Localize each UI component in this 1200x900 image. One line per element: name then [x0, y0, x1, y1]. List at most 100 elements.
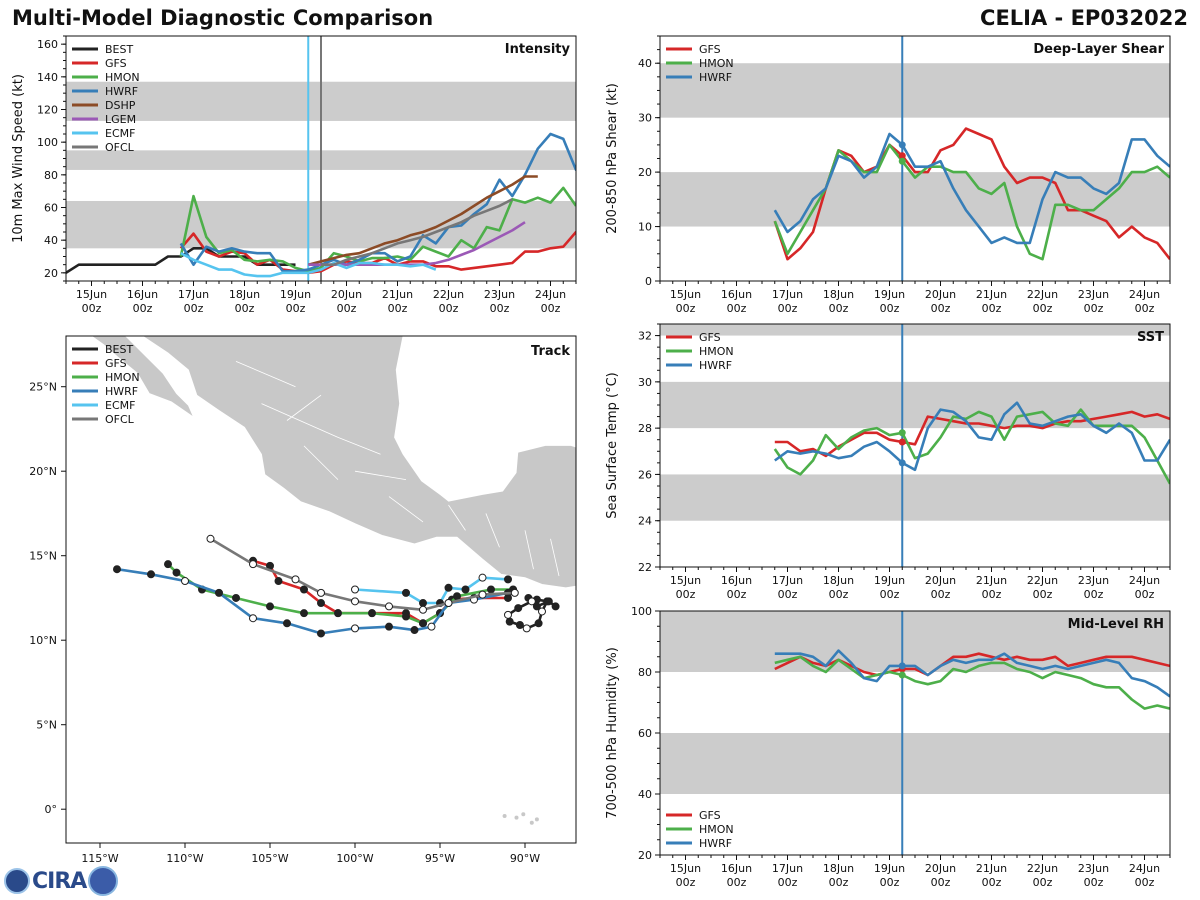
x-tick-day: 19Jun [874, 574, 905, 587]
y-tick-label: 0 [645, 275, 652, 288]
track-point-ecmf [402, 588, 410, 597]
lon-tick-label: 90°W [510, 852, 540, 865]
track-point-ofcl [317, 588, 325, 597]
panel-title: Deep-Layer Shear [1033, 42, 1164, 57]
lon-tick-label: 110°W [166, 852, 203, 865]
x-tick-hour: 00z [931, 588, 951, 601]
cira-logo: CIRA [4, 866, 119, 896]
land-baja [90, 336, 195, 419]
series-ofcl [321, 198, 513, 267]
state-border [388, 496, 424, 523]
legend-label-ecmf: ECMF [105, 127, 135, 140]
legend-label-gfs: GFS [699, 809, 721, 822]
x-tick-day: 17Jun [772, 288, 803, 301]
track-point-hmon [172, 568, 181, 577]
x-tick-day: 15Jun [670, 288, 701, 301]
legend-label-hmon: HMON [105, 371, 140, 384]
panel-title: Track [531, 344, 570, 359]
series-hwrf [773, 132, 1170, 245]
x-tick-hour: 00z [931, 876, 951, 889]
init-marker [898, 459, 906, 467]
x-tick-hour: 00z [1135, 302, 1155, 315]
x-tick-hour: 00z [388, 302, 408, 315]
series-hmon [179, 186, 576, 273]
x-tick-hour: 00z [1084, 302, 1104, 315]
island [529, 820, 534, 825]
panel-track: 115°W 110°W 105°W 100°W 95°W 90°W 0° 5°N 10°N 15°… [29, 335, 577, 865]
state-border [337, 437, 381, 455]
track-point-best [534, 619, 543, 628]
state-border [286, 394, 322, 421]
x-tick-hour: 00z [1135, 588, 1155, 601]
x-tick-hour: 00z [778, 588, 798, 601]
track-hmon [167, 563, 514, 625]
x-tick-day: 17Jun [178, 288, 209, 301]
state-border [261, 403, 339, 438]
init-marker [898, 141, 906, 149]
storm-id: CELIA - EP032022 [980, 6, 1188, 30]
shaded-band [660, 172, 1170, 227]
series-gfs [179, 230, 576, 275]
y-axis-label: 700-500 hPa Humidity (%) [605, 647, 620, 819]
track-point-hmon [402, 612, 410, 621]
x-tick-day: 21Jun [976, 574, 1007, 587]
x-tick-hour: 00z [982, 302, 1002, 315]
series-hmon [773, 408, 1170, 485]
shaded-band [660, 63, 1170, 118]
x-tick-day: 15Jun [76, 288, 107, 301]
lon-tick-label: 115°W [81, 852, 118, 865]
y-tick-label: 32 [638, 330, 652, 343]
logo-text: CIRA [32, 868, 87, 894]
x-tick-day: 20Jun [925, 288, 956, 301]
legend-label-best: BEST [105, 43, 133, 56]
track-point-best [551, 602, 560, 611]
x-tick-day: 20Jun [925, 862, 956, 875]
init-marker [898, 662, 906, 670]
init-marker [898, 152, 906, 160]
x-tick-day: 20Jun [925, 574, 956, 587]
panel-title: Intensity [505, 42, 571, 57]
y-tick-label: 20 [638, 166, 652, 179]
legend-label-hwrf: HWRF [699, 71, 732, 84]
x-tick-hour: 00z [829, 876, 849, 889]
series-hmon [773, 143, 1170, 261]
x-tick-day: 17Jun [772, 862, 803, 875]
x-tick-hour: 00z [541, 302, 561, 315]
island [502, 813, 507, 818]
state-border [448, 504, 466, 531]
legend-label-hwrf: HWRF [699, 837, 732, 850]
y-tick-label: 60 [638, 727, 652, 740]
track-point-ofcl [291, 575, 300, 584]
shaded-band [660, 733, 1170, 794]
legend-label-gfs: GFS [699, 43, 721, 56]
island [534, 817, 539, 822]
x-tick-hour: 00z [829, 588, 849, 601]
x-tick-day: 19Jun [874, 862, 905, 875]
track-point-ecmf [504, 575, 512, 584]
y-axis-label: 10m Max Wind Speed (kt) [11, 74, 26, 243]
y-tick-label: 60 [44, 202, 58, 215]
legend-label-ecmf: ECMF [105, 399, 135, 412]
x-tick-day: 18Jun [823, 288, 854, 301]
x-tick-day: 18Jun [823, 574, 854, 587]
track-point-ecmf [351, 585, 359, 594]
x-tick-day: 24Jun [1129, 862, 1160, 875]
track-point-best [522, 624, 531, 633]
track-point-best [544, 597, 553, 606]
x-tick-hour: 00z [184, 302, 204, 315]
plot-area [660, 611, 1170, 855]
x-tick-hour: 00z [676, 302, 696, 315]
legend-label-hwrf: HWRF [699, 359, 732, 372]
panel-title: Mid-Level RH [1068, 617, 1164, 632]
x-tick-hour: 00z [1033, 588, 1053, 601]
y-tick-label: 140 [37, 71, 58, 84]
x-tick-day: 24Jun [1129, 574, 1160, 587]
track-point-hmon [164, 560, 172, 569]
track-point-hwrf [385, 622, 393, 631]
x-tick-hour: 00z [982, 876, 1002, 889]
x-tick-hour: 00z [82, 302, 102, 315]
x-tick-hour: 00z [676, 876, 696, 889]
x-tick-day: 22Jun [433, 288, 464, 301]
track-point-hwrf [427, 622, 436, 631]
track-point-best [532, 602, 541, 611]
